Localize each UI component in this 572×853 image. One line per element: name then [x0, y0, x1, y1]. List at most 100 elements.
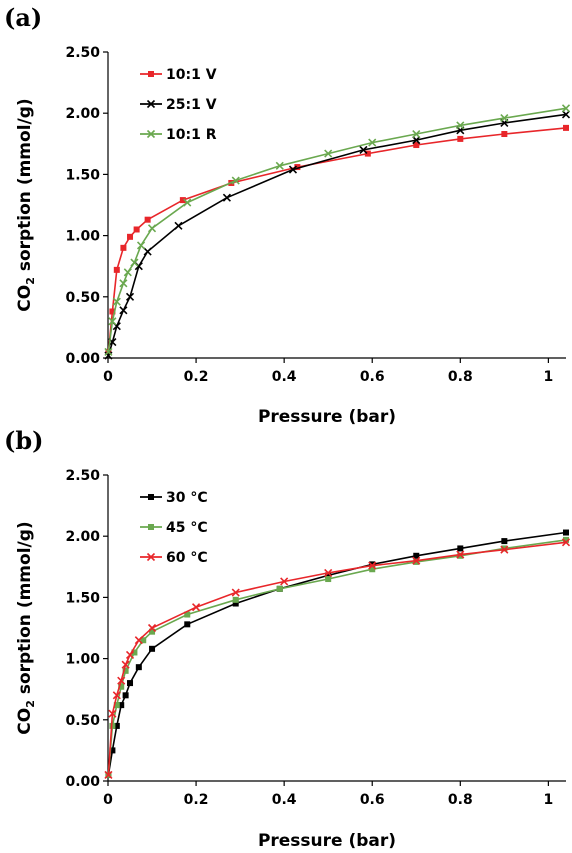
- data-point: [456, 550, 465, 559]
- data-point: [364, 150, 371, 157]
- legend-label: 45 °C: [166, 520, 208, 536]
- legend-swatch-marker: [148, 524, 154, 530]
- data-point: [109, 747, 116, 754]
- panel-label: (a): [4, 3, 42, 32]
- chart-panel-a: (a) 0.00 0.50 1.00 1.50 2.00 2.50 0 0.2 0.4 0.6 0.8…: [4, 3, 571, 427]
- data-point: [501, 131, 508, 138]
- data-point: [130, 258, 139, 267]
- x-axis-title: Pressure (bar): [258, 831, 396, 851]
- data-point: [412, 556, 421, 565]
- data-point: [174, 221, 183, 230]
- data-point: [500, 545, 509, 554]
- data-point: [413, 552, 420, 559]
- data-point: [135, 664, 142, 671]
- x-axis-title: Pressure (bar): [258, 407, 396, 427]
- legend-label: 10:1 R: [166, 127, 217, 143]
- data-point: [127, 680, 134, 687]
- legend-swatch-marker: [148, 71, 154, 77]
- data-point: [324, 568, 333, 577]
- x-tick-label: 0.6: [360, 792, 385, 808]
- data-point: [143, 247, 152, 256]
- series-line: [107, 127, 567, 352]
- data-point: [231, 176, 240, 185]
- data-point: [147, 224, 157, 233]
- data-point: [184, 611, 191, 618]
- data-point: [192, 603, 201, 612]
- legend-swatch-marker: [146, 99, 156, 109]
- x-tick-label: 0.2: [184, 369, 209, 385]
- x-tick-label: 0.8: [448, 369, 473, 385]
- legend-item: 10:1 V: [140, 67, 217, 83]
- data-point: [457, 545, 464, 552]
- legend-item: 45 °C: [140, 520, 208, 536]
- data-point: [118, 702, 125, 709]
- series-line: [107, 107, 567, 353]
- data-point: [131, 649, 138, 656]
- panel-label: (b): [4, 426, 44, 455]
- data-point: [113, 702, 120, 709]
- series-0: [105, 124, 569, 355]
- legend-swatch-marker: [148, 494, 154, 500]
- x-tick-label: 1: [544, 369, 554, 385]
- data-point: [117, 676, 126, 685]
- data-point: [359, 145, 368, 154]
- data-point: [563, 124, 569, 131]
- y-tick-label: 0.50: [65, 713, 100, 729]
- data-point: [500, 114, 509, 123]
- data-point: [456, 121, 465, 130]
- data-point: [179, 197, 186, 204]
- data-point: [144, 216, 151, 223]
- data-point: [134, 636, 143, 645]
- data-point: [108, 709, 117, 718]
- legend-item: 60 °C: [140, 550, 208, 566]
- data-point: [369, 566, 376, 573]
- data-point: [413, 142, 420, 149]
- x-tick-label: 0.4: [272, 369, 297, 385]
- data-point: [222, 193, 231, 202]
- data-point: [121, 660, 130, 669]
- data-point: [119, 279, 128, 288]
- data-point: [369, 561, 376, 568]
- data-point: [561, 538, 571, 547]
- data-point: [457, 552, 464, 559]
- data-point: [563, 529, 569, 536]
- x-tick-label: 0.2: [184, 792, 209, 808]
- series-0: [105, 529, 569, 778]
- data-point: [280, 577, 289, 586]
- data-point: [368, 561, 377, 570]
- x-tick-label: 1: [544, 792, 554, 808]
- data-point: [501, 538, 508, 545]
- series-line: [107, 531, 567, 776]
- data-point: [149, 645, 156, 652]
- data-point: [561, 110, 571, 119]
- data-point: [294, 164, 301, 171]
- y-tick-label: 0.00: [65, 774, 100, 790]
- data-point: [113, 266, 120, 273]
- y-tick-label: 1.50: [65, 167, 100, 183]
- legend-label: 60 °C: [166, 550, 208, 566]
- data-point: [127, 233, 134, 240]
- data-point: [288, 165, 298, 174]
- data-point: [413, 558, 420, 565]
- legend-swatch-marker: [146, 129, 156, 139]
- data-point: [275, 161, 284, 170]
- x-tick-label: 0.6: [360, 369, 385, 385]
- data-point: [104, 347, 113, 356]
- data-point: [118, 683, 125, 690]
- data-point: [136, 241, 146, 250]
- data-point: [324, 149, 333, 158]
- data-point: [125, 292, 135, 301]
- chart-panel-b: (b) 0.00 0.50 1.00 1.50 2.00 2.50 0 0.2 0.4 0.6 0.8…: [4, 426, 571, 851]
- y-tick-label: 1.50: [65, 590, 100, 606]
- data-point: [232, 600, 239, 607]
- y-tick-label: 2.50: [65, 468, 100, 484]
- data-point: [563, 536, 569, 543]
- legend-label: 25:1 V: [166, 97, 217, 113]
- y-tick-label: 0.00: [65, 351, 100, 367]
- series-2: [104, 538, 571, 779]
- data-point: [122, 692, 129, 699]
- data-point: [122, 667, 129, 674]
- data-point: [109, 722, 116, 729]
- data-point: [147, 623, 157, 633]
